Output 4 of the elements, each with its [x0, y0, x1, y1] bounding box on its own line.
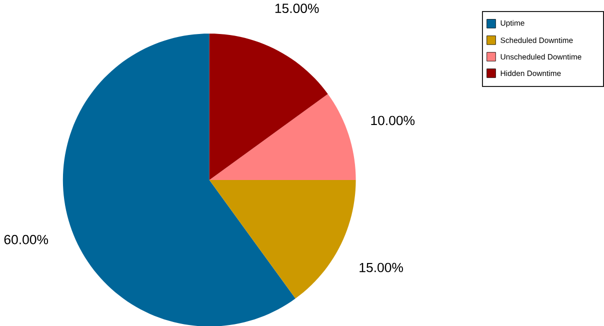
- data-label: 15.00%: [360, 262, 403, 272]
- data-label: 15.00%: [275, 3, 319, 13]
- data-label: 10.00%: [371, 116, 415, 125]
- data-label: 60.00%: [4, 234, 48, 244]
